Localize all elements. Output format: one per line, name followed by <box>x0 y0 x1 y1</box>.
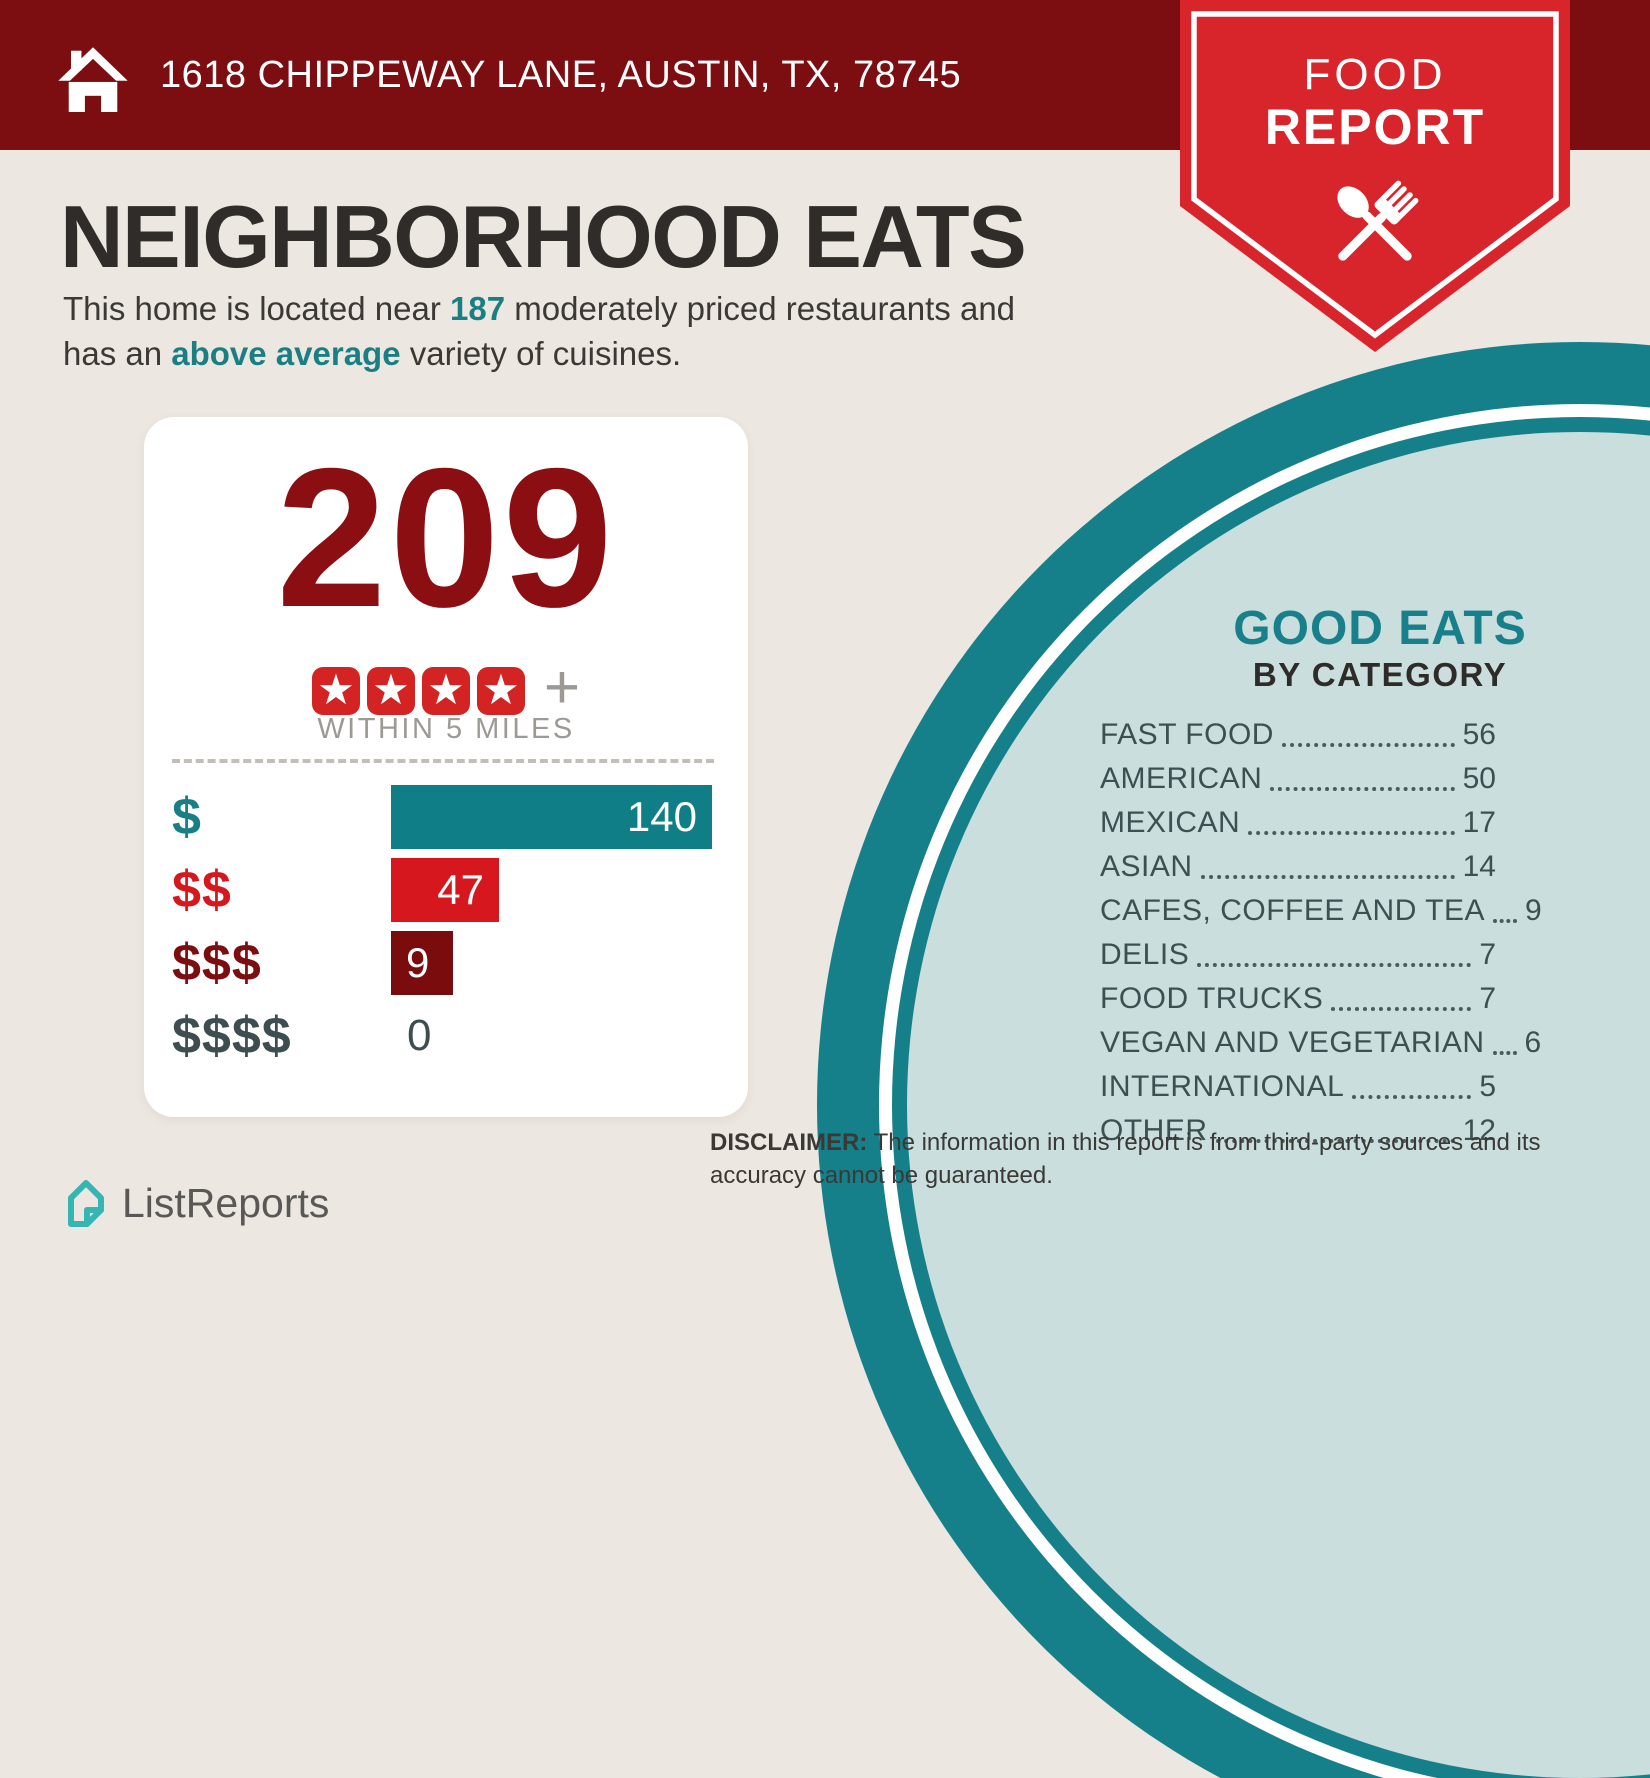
category-value: 5 <box>1479 1070 1496 1103</box>
intro-line2: has an above average variety of cuisines… <box>63 331 1015 376</box>
category-row: FOOD TRUCKS 7 <box>1100 982 1496 1016</box>
price-bar: 9 <box>391 931 453 995</box>
category-value: 17 <box>1462 806 1496 839</box>
price-row-label: $$$ <box>172 934 262 992</box>
good-eats-subtitle: BY CATEGORY <box>1252 656 1508 693</box>
price-row: $$ 47 <box>172 858 720 922</box>
restaurant-count-highlight: 187 <box>450 290 506 327</box>
category-label: DELIS <box>1100 938 1190 971</box>
category-label: FAST FOOD <box>1100 718 1274 751</box>
rating-row: ★ ★ ★ ★ + <box>144 653 748 722</box>
category-row: OTHER 12 <box>1100 1114 1496 1148</box>
crossed-spoon-fork-icon <box>1337 180 1419 261</box>
price-row-label: $$ <box>172 861 232 919</box>
dotted-leader <box>1215 1139 1455 1143</box>
category-label: ASIAN <box>1100 850 1193 883</box>
brand-name: ListReports <box>122 1179 330 1226</box>
category-row: VEGAN AND VEGETARIAN 6 <box>1100 1026 1541 1060</box>
variety-highlight: above average <box>171 335 401 372</box>
price-row: $ 140 <box>172 785 720 849</box>
dotted-leader <box>1492 1051 1517 1055</box>
rating-stars: ★ ★ ★ ★ <box>311 667 525 715</box>
category-value: 6 <box>1524 1026 1542 1059</box>
disclaimer: DISCLAIMER: The information in this repo… <box>710 1126 1550 1192</box>
price-bar: 140 <box>391 785 712 849</box>
category-value: 12 <box>1462 1114 1496 1147</box>
category-label: AMERICAN <box>1100 762 1263 795</box>
category-value: 7 <box>1479 938 1496 971</box>
page-title: NEIGHBORHOOD EATS <box>60 187 1027 286</box>
category-label: OTHER <box>1100 1114 1208 1147</box>
category-label: MEXICAN <box>1100 806 1241 839</box>
category-row: FAST FOOD 56 <box>1100 718 1496 752</box>
listreports-logo: ListReports <box>64 1178 329 1228</box>
intro-line1: This home is located near 187 moderately… <box>63 286 1015 331</box>
disclaimer-label: DISCLAIMER: <box>710 1129 868 1156</box>
dotted-leader <box>1281 743 1455 747</box>
category-label: FOOD TRUCKS <box>1100 982 1324 1015</box>
dotted-leader <box>1197 963 1472 967</box>
dotted-leader <box>1352 1095 1472 1099</box>
dotted-leader <box>1270 787 1455 791</box>
category-row: DELIS 7 <box>1100 938 1496 972</box>
yelp-star-icon: ★ <box>311 667 360 715</box>
ribbon-title-line1: FOOD <box>1303 50 1447 99</box>
yelp-star-icon: ★ <box>421 667 470 715</box>
price-row-label: $$$$ <box>172 1007 292 1065</box>
yelp-star-icon: ★ <box>476 667 525 715</box>
price-row: $$$$ 0 <box>172 1004 720 1068</box>
category-row: ASIAN 14 <box>1100 850 1496 884</box>
category-row: AMERICAN 50 <box>1100 762 1496 796</box>
intro-line2-post: variety of cuisines. <box>400 335 682 372</box>
dotted-leader <box>1331 1007 1472 1011</box>
category-row: MEXICAN 17 <box>1100 806 1496 840</box>
dotted-leader <box>1248 831 1455 835</box>
radius-label: WITHIN 5 MILES <box>317 713 575 745</box>
price-bar-value: 9 <box>406 939 430 986</box>
listreports-house-icon <box>68 1180 104 1227</box>
category-value: 50 <box>1462 762 1496 795</box>
property-address: 1618 CHIPPEWAY LANE, AUSTIN, TX, 78745 <box>160 53 962 96</box>
home-icon <box>58 47 128 112</box>
dotted-leader <box>1493 919 1518 923</box>
restaurant-count: 209 <box>276 427 616 648</box>
price-bar: 47 <box>391 858 499 922</box>
good-eats-title: GOOD EATS <box>1233 602 1527 655</box>
price-row-label: $ <box>172 788 202 846</box>
dashed-divider <box>172 759 714 763</box>
category-row: CAFES, COFFEE AND TEA 9 <box>1100 894 1542 928</box>
category-value: 7 <box>1479 982 1496 1015</box>
intro-line2-pre: has an <box>63 335 172 372</box>
dotted-leader <box>1200 875 1455 879</box>
price-row: $$$ 9 <box>172 931 720 995</box>
category-list: FAST FOOD 56 AMERICAN 50 MEXICAN 17 ASIAN 14… <box>1100 718 1542 1162</box>
category-value: 56 <box>1462 718 1496 751</box>
category-value: 9 <box>1525 894 1542 927</box>
yelp-star-icon: ★ <box>366 667 415 715</box>
disclaimer-line1: DISCLAIMER: The information in this repo… <box>710 1126 1550 1159</box>
price-bar-chart: $ 140 $$ 47 $$$ 9 $$$$ 0 <box>172 785 720 1077</box>
ribbon-title-line2: REPORT <box>1264 99 1486 155</box>
price-bar-value: 140 <box>626 793 697 840</box>
disclaimer-text1: The information in this report is from t… <box>867 1129 1541 1156</box>
category-label: VEGAN AND VEGETARIAN <box>1100 1026 1485 1059</box>
intro-line1-pre: This home is located near <box>63 290 451 327</box>
price-zero-value: 0 <box>407 1011 432 1060</box>
intro-line1-post: moderately priced restaurants and <box>505 290 1016 327</box>
restaurant-stats-card: 209 ★ ★ ★ ★ + WITHIN 5 MILES $ 140 $$ 47 $$… <box>144 417 748 1117</box>
category-value: 14 <box>1462 850 1496 883</box>
ribbon-shape <box>1180 0 1570 352</box>
category-row: INTERNATIONAL 5 <box>1100 1070 1496 1104</box>
intro-text: This home is located near 187 moderately… <box>63 286 1015 376</box>
category-label: CAFES, COFFEE AND TEA <box>1100 894 1486 927</box>
plus-sign: + <box>543 653 581 722</box>
category-label: INTERNATIONAL <box>1100 1070 1345 1103</box>
food-report-ribbon: FOOD REPORT <box>1180 0 1570 365</box>
price-bar-value: 47 <box>437 866 484 913</box>
disclaimer-line2: accuracy cannot be guaranteed. <box>710 1162 1053 1189</box>
